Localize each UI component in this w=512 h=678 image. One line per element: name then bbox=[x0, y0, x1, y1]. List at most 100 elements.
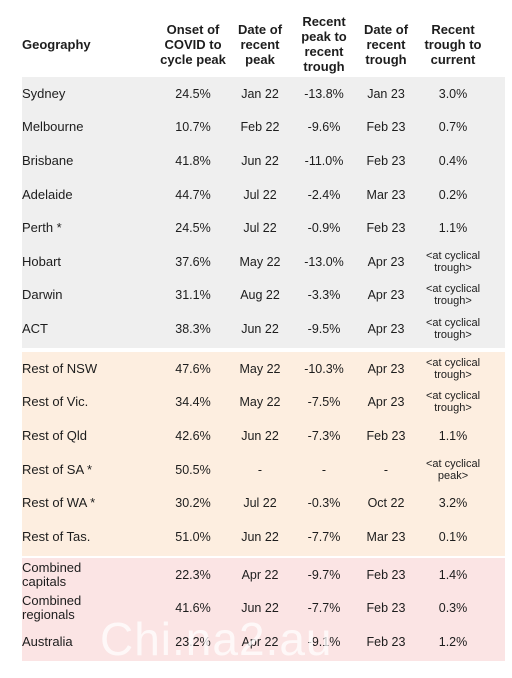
table-cell: Jun 22 bbox=[241, 321, 279, 336]
table-cell: -9.6% bbox=[307, 120, 341, 135]
table-cell: -9.1% bbox=[307, 634, 341, 649]
table-cell: Apr 23 bbox=[367, 361, 405, 376]
table-cell: <at cyclical trough> bbox=[425, 249, 481, 274]
table-cell: Apr 23 bbox=[367, 288, 405, 303]
table-cell: 0.3% bbox=[438, 601, 468, 616]
table-cell: May 22 bbox=[239, 395, 281, 410]
table-cell: 34.4% bbox=[175, 395, 211, 410]
table-cell: Jul 22 bbox=[243, 221, 277, 236]
table-cell: <at cyclical trough> bbox=[425, 390, 481, 415]
row-label: Hobart bbox=[22, 253, 62, 269]
table-cell: Apr 22 bbox=[241, 567, 279, 582]
table-cell: Mar 23 bbox=[366, 187, 406, 202]
table-cell: May 22 bbox=[239, 361, 281, 376]
table-cell: 0.7% bbox=[438, 120, 468, 135]
row-label: Melbourne bbox=[22, 119, 84, 135]
header-line: current bbox=[430, 51, 476, 67]
header-line: trough bbox=[365, 51, 407, 67]
table-cell: Jun 22 bbox=[241, 601, 279, 616]
header-line: peak to bbox=[301, 29, 347, 44]
table-cell: Feb 23 bbox=[366, 153, 406, 168]
table-cell: 0.1% bbox=[438, 529, 468, 544]
row-label: Combined regionals bbox=[22, 593, 82, 623]
row-label: Darwin bbox=[22, 287, 63, 303]
table-cell: -7.5% bbox=[307, 395, 341, 410]
row-label: Rest of WA * bbox=[22, 495, 96, 511]
table-cell: 50.5% bbox=[175, 462, 211, 477]
table-cell: -7.7% bbox=[307, 529, 341, 544]
table-cell: Jun 22 bbox=[241, 428, 279, 443]
table-cell: 30.2% bbox=[175, 496, 211, 511]
table-cell: Apr 23 bbox=[367, 321, 405, 336]
row-label: ACT bbox=[22, 320, 48, 336]
table-cell: Feb 23 bbox=[366, 601, 406, 616]
row-label: Rest of NSW bbox=[22, 360, 98, 376]
table-cell: -3.3% bbox=[307, 288, 341, 303]
header-line: cycle peak bbox=[160, 51, 226, 67]
header-line: trough bbox=[303, 59, 345, 74]
table-cell: -11.0% bbox=[304, 153, 344, 168]
table-cell: 41.6% bbox=[175, 601, 211, 616]
table-cell: 0.2% bbox=[438, 187, 468, 202]
header-line: Onset of bbox=[166, 21, 220, 37]
table-cell: -0.3% bbox=[307, 496, 341, 511]
table-cell: May 22 bbox=[239, 254, 281, 269]
header-line: Geography bbox=[22, 36, 91, 52]
table-cell: Jan 23 bbox=[367, 86, 405, 101]
table-cell: Apr 23 bbox=[367, 254, 405, 269]
table-cell: 0.4% bbox=[438, 153, 468, 168]
header-line: peak bbox=[245, 51, 275, 67]
table-cell: -9.5% bbox=[307, 321, 341, 336]
header-line: recent bbox=[240, 36, 280, 52]
header-line: trough to bbox=[424, 36, 482, 52]
table-cell: 1.1% bbox=[438, 221, 468, 236]
table-cell: Feb 23 bbox=[366, 634, 406, 649]
row-label: Rest of Qld bbox=[22, 427, 88, 443]
table-cell: Jul 22 bbox=[243, 187, 277, 202]
section-background bbox=[22, 77, 505, 348]
table-cell: Jun 22 bbox=[241, 153, 279, 168]
table-cell: Feb 23 bbox=[366, 221, 406, 236]
row-label: Sydney bbox=[22, 85, 66, 101]
table-cell: -0.9% bbox=[307, 221, 341, 236]
table-cell: 3.0% bbox=[438, 86, 468, 101]
table-cell: 1.4% bbox=[438, 567, 468, 582]
header-line: Recent bbox=[302, 14, 346, 29]
table-cell: 24.5% bbox=[175, 221, 211, 236]
header-line: Recent bbox=[431, 21, 475, 37]
table-cell: Feb 23 bbox=[366, 428, 406, 443]
table-cell: 24.5% bbox=[175, 86, 211, 101]
table-cell: - bbox=[383, 462, 389, 477]
section-background bbox=[22, 558, 505, 661]
row-label: Combined capitals bbox=[22, 559, 82, 589]
table-cell: 37.6% bbox=[175, 254, 211, 269]
row-label: Australia bbox=[22, 633, 73, 649]
table-cell: <at cyclical trough> bbox=[425, 283, 481, 308]
table-cell: <at cyclical trough> bbox=[425, 356, 481, 381]
table-cell: 22.3% bbox=[175, 567, 211, 582]
row-label: Perth * bbox=[22, 220, 62, 236]
header-line: recent bbox=[304, 44, 344, 59]
row-label: Rest of Tas. bbox=[22, 528, 91, 544]
table-cell: 10.7% bbox=[175, 120, 211, 135]
column-header: Recent trough to current bbox=[416, 12, 490, 76]
row-label: Brisbane bbox=[22, 152, 74, 168]
row-label: Rest of Vic. bbox=[22, 394, 89, 410]
table-cell: -7.3% bbox=[307, 428, 341, 443]
table-cell: Oct 22 bbox=[367, 496, 405, 511]
header-line: COVID to bbox=[164, 36, 222, 52]
table-cell: 38.3% bbox=[175, 321, 211, 336]
table-cell: 3.2% bbox=[438, 496, 468, 511]
table-cell: -7.7% bbox=[307, 601, 341, 616]
table-cell: Apr 23 bbox=[367, 395, 405, 410]
column-header: Recent peak to recent trough bbox=[292, 12, 356, 76]
table-cell: 47.6% bbox=[175, 361, 211, 376]
table-cell: <at cyclical trough> bbox=[425, 316, 481, 341]
row-label: Rest of SA * bbox=[22, 461, 93, 477]
table-cell: -2.4% bbox=[307, 187, 341, 202]
table-cell: 1.2% bbox=[438, 634, 468, 649]
header-line: Date of bbox=[237, 21, 283, 37]
table-cell: - bbox=[257, 462, 263, 477]
table-cell: 44.7% bbox=[175, 187, 211, 202]
